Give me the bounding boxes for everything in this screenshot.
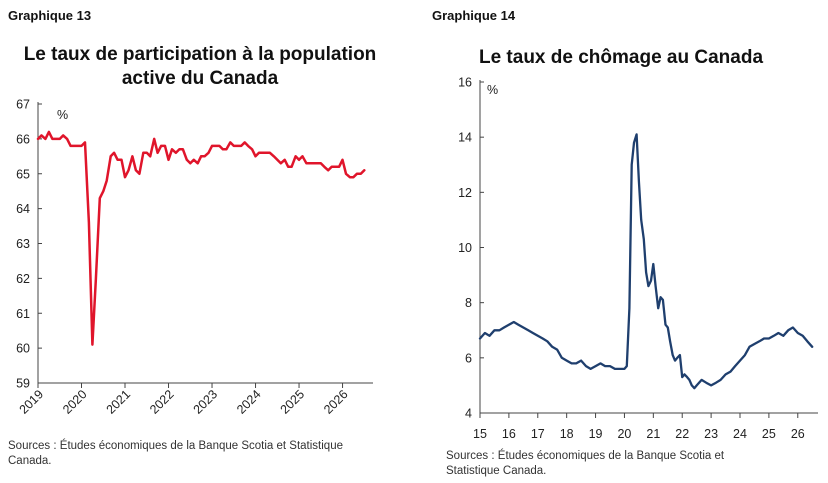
unit-label: % [57,108,68,122]
x-tick-label: 22 [675,427,689,441]
x-tick-label: 2026 [321,387,351,417]
y-tick-label: 6 [465,351,472,365]
y-tick-label: 10 [458,241,472,255]
unit-label: % [487,83,498,97]
x-tick-label: 2019 [17,387,47,417]
y-tick-label: 12 [458,186,472,200]
source-line-2: Canada. [8,455,52,467]
y-tick-label: 4 [465,407,472,421]
y-tick-label: 60 [16,342,30,356]
source-line-2: Statistique Canada. [446,465,547,477]
figure-label: Graphique 13 [8,8,92,23]
x-tick-label: 20 [617,427,631,441]
x-tick-label: 2022 [147,387,177,417]
y-tick-label: 64 [16,202,30,216]
y-tick-label: 8 [465,296,472,310]
source-line-1: Sources : Études économiques de la Banqu… [8,440,343,452]
y-tick-label: 59 [16,377,30,391]
y-tick-label: 67 [16,98,30,112]
x-tick-label: 2024 [234,387,264,417]
chart-title: Le taux de chômage au Canada [478,47,764,68]
y-tick-label: 61 [16,307,30,321]
y-tick-label: 16 [458,76,472,90]
y-tick-label: 63 [16,237,30,251]
y-tick-label: 62 [16,272,30,286]
source-note: Sources : Études économiques de la Banqu… [8,439,343,469]
x-tick-label: 17 [531,427,545,441]
x-tick-label: 15 [473,427,487,441]
chart-title-line-1: Le taux de participation à la population [23,44,377,65]
chart-title-line-2: active du Canada [121,68,279,89]
x-tick-label: 26 [791,427,805,441]
x-tick-label: 2023 [191,387,221,417]
figure-label: Graphique 14 [432,8,516,23]
series-line [36,130,366,346]
x-tick-label: 24 [733,427,747,441]
series-line [478,133,814,390]
source-note: Sources : Études économiques de la Banqu… [446,449,724,479]
x-tick-label: 19 [589,427,603,441]
x-tick-label: 16 [502,427,516,441]
y-tick-label: 65 [16,167,30,181]
chart-title: Le taux de participation à la population… [0,43,400,91]
y-tick-label: 14 [458,131,472,145]
x-tick-label: 23 [704,427,718,441]
chart-panel-unemployment: Graphique 14 Le taux de chômage au Canad… [414,0,828,483]
x-tick-label: 21 [646,427,660,441]
participation-rate-chart: 59 60 61 62 63 64 65 66 67 2019 2020 2021 2022 2023 20… [16,98,373,417]
y-tick-label: 66 [16,132,30,146]
unemployment-rate-chart: 4 6 8 10 12 14 16 15 16 17 18 19 20 21 22 23 24 25 26% [458,76,818,441]
x-tick-label: 2025 [278,387,308,417]
chart-panel-participation: Graphique 13 Le taux de participation à … [0,8,400,469]
x-tick-label: 2021 [104,387,134,417]
source-line-1: Sources : Études économiques de la Banqu… [446,450,725,462]
x-tick-label: 25 [762,427,776,441]
x-tick-label: 2020 [60,387,90,417]
x-tick-label: 18 [560,427,574,441]
